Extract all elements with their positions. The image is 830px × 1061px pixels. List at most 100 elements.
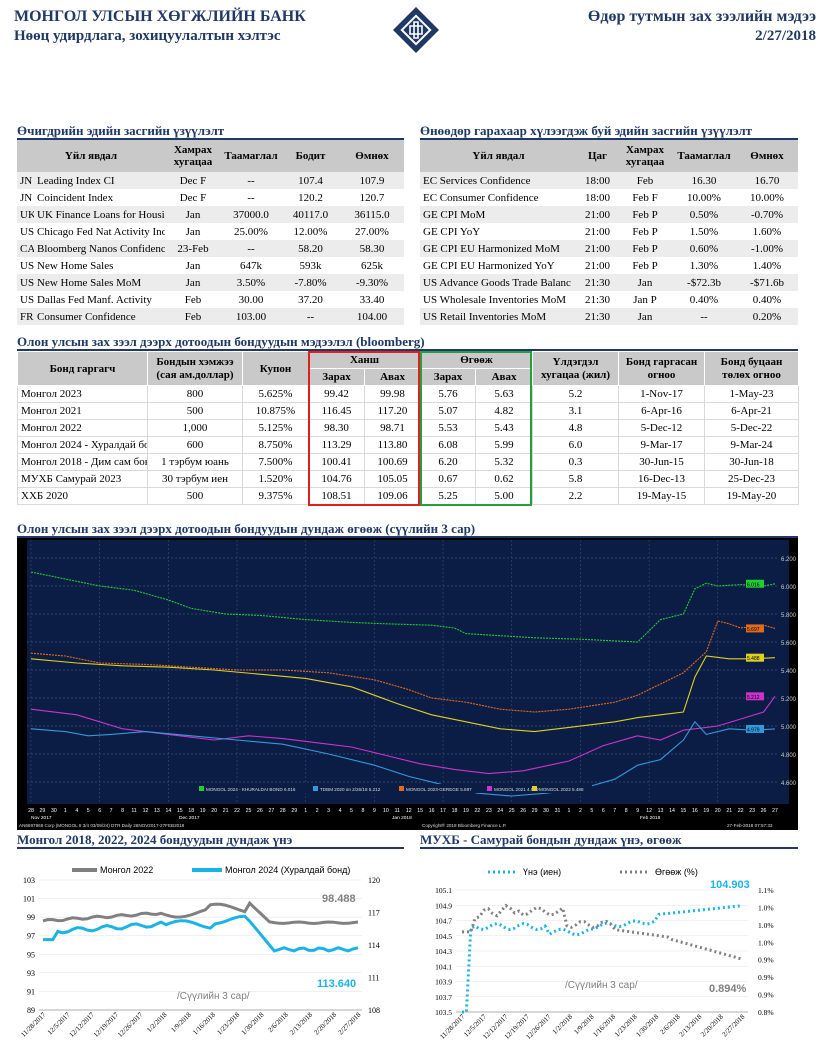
y-tick-label: 93 xyxy=(27,969,35,978)
table-cell: 21:00 xyxy=(577,206,618,223)
table-cell: EC Consumer Confidence xyxy=(423,191,539,204)
x-tick-label: 11 xyxy=(131,808,136,814)
table-cell: 30.00 xyxy=(238,293,264,306)
table-cell: 104.00 xyxy=(340,308,404,325)
data-label: 104.903 xyxy=(710,879,750,891)
table-cell: GE CPI EU Harmonized MoM xyxy=(420,240,577,257)
table-cell: 37000.0 xyxy=(221,206,281,223)
col-header: Таамаглал xyxy=(221,140,281,172)
table-cell: 99.98 xyxy=(363,385,422,403)
y2-tick-label: 114 xyxy=(368,941,380,950)
y2-tick-label: 120 xyxy=(368,876,380,885)
chart-footer: Copyright® 2018 Bloomberg Finance L.P. xyxy=(422,822,507,828)
plot-area xyxy=(27,540,789,804)
table-cell: Feb P xyxy=(632,225,658,238)
bank-logo xyxy=(393,7,439,53)
x-tick-label: 16 xyxy=(692,808,698,814)
table-row: US New Home Sales Jan 647k 593k 625k xyxy=(17,257,404,274)
table-row: GE CPI EU Harmonized MoM 21:00 Feb P 0.60% -… xyxy=(420,240,798,257)
table-cell: ХХБ 2020 xyxy=(17,487,148,505)
y2-tick-label: 117 xyxy=(368,909,380,918)
table-cell: US Advance Goods Trade Balanc xyxy=(420,274,577,291)
value-tag: 4.979 xyxy=(746,724,764,733)
table-cell: 1-Nov-17 xyxy=(618,385,706,403)
value-tag-box xyxy=(746,653,764,662)
value-tag-box xyxy=(746,692,764,701)
table-cell: 21:00 xyxy=(584,259,611,272)
y-tick-label: 5.600 xyxy=(781,641,797,647)
table-cell: JN xyxy=(20,191,33,204)
legend-label: Монгол 2022 xyxy=(100,865,153,875)
table-cell: 593k xyxy=(299,259,322,272)
table-cell: 3.50% xyxy=(221,274,281,291)
table-cell: Jan xyxy=(618,274,672,291)
y2-tick-label: 108 xyxy=(368,1006,380,1015)
x-tick-label: 4 xyxy=(339,808,342,814)
table-row: US Chicago Fed Nat Activity Ind Jan 25.00% 1… xyxy=(17,223,404,240)
table-cell: 25.00% xyxy=(234,225,268,238)
table-cell: -9.30% xyxy=(340,274,404,291)
table-cell: 23-Feb xyxy=(165,240,221,257)
legend-swatch xyxy=(487,786,492,791)
y-tick-label: 4.800 xyxy=(781,753,797,759)
legend-bg xyxy=(197,784,592,793)
x-tick-label: 11 xyxy=(395,808,400,814)
x-tick-label: 12 xyxy=(143,808,149,814)
table-cell: 27.00% xyxy=(355,225,389,238)
table-row: EC Consumer Confidence 18:00 Feb F 10.00% 10… xyxy=(420,189,798,206)
chart-footer: 27-Feb-2018 07:57:33 xyxy=(727,823,773,828)
value-tag-box xyxy=(746,624,764,633)
series-line xyxy=(30,571,776,643)
table-cell: 103.00 xyxy=(221,308,281,325)
y2-tick-label: 1.0% xyxy=(758,921,774,930)
table-row: EC Services Confidence 18:00 Feb 16.30 16.70 xyxy=(420,172,798,189)
x-tick-label: 1/23/2018 xyxy=(216,1010,242,1036)
y-tick-label: 5.800 xyxy=(781,613,797,619)
table-cell: 100.41 xyxy=(308,453,365,471)
samurai-bond-chart: 105.1 104.9 104.7 104.5 104.3 104.1 103.9 103.7… xyxy=(435,867,774,1041)
table-row: GE CPI EU Harmonized YoY 21:00 Feb P 1.30% 1… xyxy=(420,257,798,274)
x-month-label: Jan 2018 xyxy=(392,815,412,821)
table-cell: 10.00% xyxy=(750,191,784,204)
col-header: Үйл явдал xyxy=(420,140,577,172)
chart-legend: Монгол 2022 Монгол 2024 (Хуралдай бонд) xyxy=(72,865,350,875)
table-cell: 1.520% xyxy=(242,470,309,488)
table-cell: Монгол 2021 xyxy=(17,402,148,420)
table-cell: Feb xyxy=(165,308,221,325)
table-cell: JN xyxy=(17,172,34,189)
table-cell: 40117.0 xyxy=(281,206,340,223)
table-cell: Feb P xyxy=(632,259,658,272)
table-cell: 21:30 xyxy=(577,308,618,325)
y2-tick-label: 0.9% xyxy=(758,973,774,982)
x-tick-label: 17 xyxy=(440,808,446,814)
x-tick-label: 2/6/2018 xyxy=(266,1010,290,1034)
value-tag-label: 5.697 xyxy=(747,627,760,633)
table-cell: 500 xyxy=(147,402,243,420)
table-row: JN Leading Index CI Dec F -- 107.4 107.9 xyxy=(17,172,404,189)
legend-swatch xyxy=(399,786,404,791)
x-tick-label: 1/30/2018 xyxy=(240,1010,266,1036)
table-cell: 107.4 xyxy=(281,172,340,189)
table-cell: -7.80% xyxy=(281,274,340,291)
table-cell: 625k xyxy=(361,259,383,272)
table-cell: 5.625% xyxy=(242,385,309,403)
table-cell: Dec F xyxy=(179,191,207,204)
legend-label: MONGOL 2024 - KHURALDAI BOND 6.016 xyxy=(206,787,296,792)
x-tick-label: 28 xyxy=(280,808,286,814)
col-header: Өмнөх xyxy=(736,140,798,172)
table-cell: 10.00% xyxy=(687,191,721,204)
table-row: Монгол 2023 800 5.625% 99.42 99.98 5.76 5.63 5.… xyxy=(17,385,800,403)
x-tick-label: 2 xyxy=(579,808,582,814)
table-cell: 58.30 xyxy=(340,240,404,257)
chart-footer: AN6697968 Corp (MONGOL 8 3/4 03/09/24) D… xyxy=(19,823,185,828)
x-tick-label: 26 xyxy=(257,808,263,814)
x-tick-label: 7 xyxy=(110,808,113,814)
table-cell: -- xyxy=(281,308,340,325)
x-tick-label: 1/30/2018 xyxy=(635,1012,661,1038)
table-cell: UK Finance Loans for Housin xyxy=(34,206,165,223)
x-tick-label: 21 xyxy=(223,808,229,814)
table-cell: Jan xyxy=(165,274,221,291)
report-title: Өдөр тутмын зах зээлийн мэдээ xyxy=(587,8,816,25)
value-tag: 5.488 xyxy=(746,653,764,662)
table-cell: 120.7 xyxy=(359,191,385,204)
